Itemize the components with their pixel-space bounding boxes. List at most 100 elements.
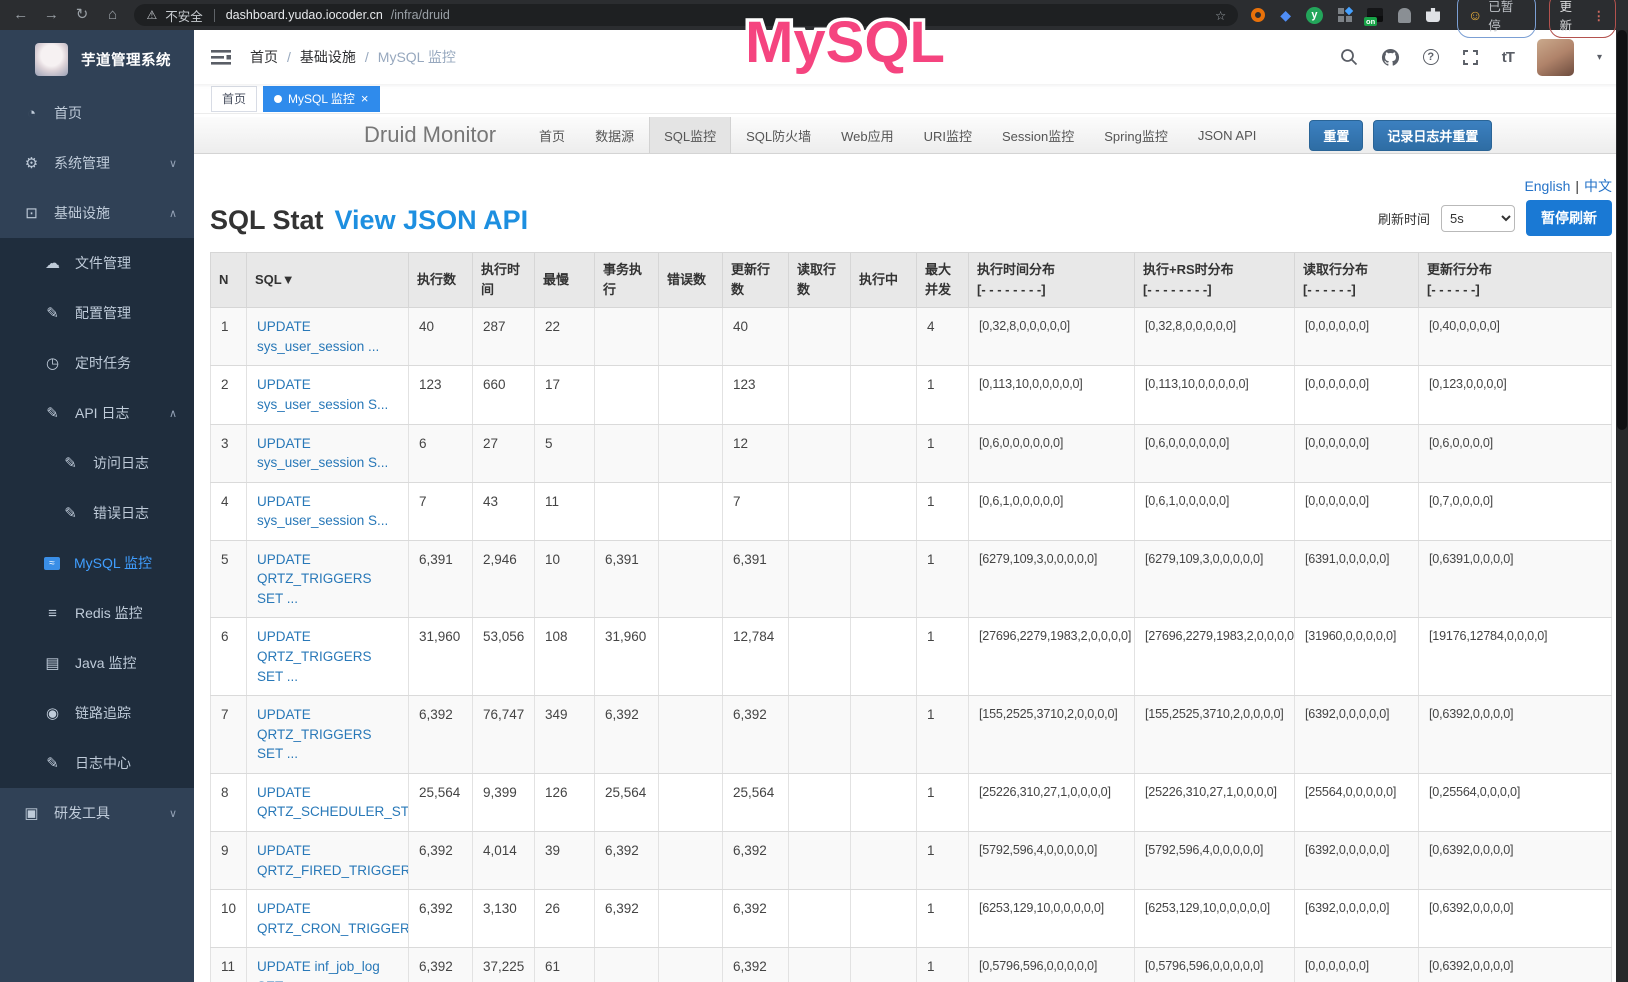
sidebar-item-错误日志[interactable]: ✎ 错误日志 (0, 488, 194, 538)
browser-reload-icon[interactable] (73, 0, 91, 30)
sidebar-item-研发工具[interactable]: ▣ 研发工具 ∨ (0, 788, 194, 838)
fullscreen-icon[interactable] (1462, 49, 1479, 66)
tab-首页[interactable]: 首页 (211, 85, 258, 112)
sql-link[interactable]: UPDATE sys_user_session S... (257, 377, 389, 412)
cell-fetch-row-histogram: [0,0,0,0,0,0] (1294, 423, 1419, 483)
druid-nav-SQL防火墙[interactable]: SQL防火墙 (746, 128, 812, 144)
sql-link[interactable]: UPDATE inf_job_log SET e... (257, 959, 380, 982)
lang-english-link[interactable]: English (1524, 178, 1571, 194)
breadcrumb-separator: / (364, 49, 369, 65)
help-icon[interactable] (1422, 49, 1439, 65)
cell-fetch-rows (788, 423, 851, 483)
reset-button[interactable]: 重置 (1309, 119, 1364, 151)
browser-back-icon[interactable] (12, 0, 30, 30)
font-size-icon[interactable] (1502, 49, 1514, 66)
column-header-读取行分布: 读取行分布 [- - - - - -] (1294, 251, 1419, 309)
view-json-api-link[interactable]: View JSON API (334, 205, 529, 235)
extension-list-icon[interactable]: on (1363, 8, 1383, 26)
browser-menu-icon[interactable] (1593, 8, 1606, 23)
cell-error-count (658, 695, 723, 774)
cell-fetch-rows (788, 481, 851, 541)
cell-exec-rs-histogram: [25226,310,27,1,0,0,0,0] (1134, 772, 1295, 832)
druid-navbar: Druid Monitor 首页 数据源 SQL监控 SQL防火墙 Web应用 URI监控… (194, 117, 1628, 154)
sidebar-item-文件管理[interactable]: ☁ 文件管理 (0, 238, 194, 288)
sql-link[interactable]: UPDATE QRTZ_TRIGGERS SET ... (257, 551, 372, 606)
bookmark-star-icon[interactable] (1215, 8, 1226, 23)
column-header-执行中: 执行中 (850, 251, 917, 309)
scrollbar-thumb[interactable] (1617, 30, 1627, 430)
browser-update-button[interactable]: 更新 (1548, 0, 1617, 38)
druid-nav-Web应用[interactable]: Web应用 (841, 128, 894, 144)
druid-nav-Spring监控[interactable]: Spring监控 (1104, 128, 1168, 144)
cell-slowest: 126 (534, 772, 595, 832)
tab-MySQL 监控[interactable]: MySQL 监控 × (263, 85, 380, 112)
lang-chinese-link[interactable]: 中文 (1584, 178, 1612, 194)
sidebar-item-Redis 监控[interactable]: ≡ Redis 监控 (0, 588, 194, 638)
druid-nav-SQL监控[interactable]: SQL监控 (649, 117, 732, 153)
sql-link[interactable]: UPDATE QRTZ_TRIGGERS SET ... (257, 629, 372, 684)
log-and-reset-button[interactable]: 记录日志并重置 (1373, 119, 1493, 151)
sidebar-item-MySQL 监控[interactable]: ≈ MySQL 监控 (0, 538, 194, 588)
druid-nav-首页[interactable]: 首页 (539, 128, 566, 144)
extension-ring-icon[interactable] (1251, 8, 1266, 22)
hamburger-icon[interactable] (211, 49, 231, 66)
sql-link[interactable]: UPDATE QRTZ_TRIGGERS SET ... (257, 707, 372, 762)
druid-nav-Session监控[interactable]: Session监控 (1002, 128, 1075, 144)
tab-close-icon[interactable]: × (360, 91, 369, 106)
profile-paused-chip[interactable]: 已暂停 (1456, 0, 1536, 38)
address-bar[interactable]: 不安全 dashboard.yudao.iocoder.cn/infra/dru… (134, 4, 1239, 26)
column-header-SQL[interactable]: SQL▼ (246, 251, 409, 309)
cell-update-row-histogram: [0,123,0,0,0,0] (1418, 365, 1612, 425)
breadcrumb-item[interactable]: 首页 (250, 49, 278, 65)
cell-update-rows: 6,392 (722, 889, 789, 949)
sidebar-logo[interactable]: 芋道管理系统 (0, 30, 194, 88)
cell-error-count (658, 772, 723, 832)
user-avatar[interactable] (1536, 38, 1574, 76)
cell-fetch-rows (788, 772, 851, 832)
sidebar-item-Java 监控[interactable]: ▤ Java 监控 (0, 638, 194, 688)
extensions-puzzle-icon[interactable] (1425, 8, 1440, 22)
search-icon[interactable] (1340, 48, 1358, 66)
cell-fetch-row-histogram: [6391,0,0,0,0,0] (1294, 539, 1419, 619)
druid-nav-items: 首页 数据源 SQL监控 SQL防火墙 Web应用 URI监控 Session监控 Sprin… (524, 117, 1271, 153)
extension-y-icon[interactable] (1305, 6, 1323, 24)
sidebar-item-基础设施[interactable]: ⊡ 基础设施 ∧ (0, 188, 194, 238)
sidebar-item-系统管理[interactable]: ⚙ 系统管理 ∨ (0, 138, 194, 188)
cell-error-count (658, 539, 723, 619)
chevron-down-icon: ∨ (168, 807, 177, 820)
sidebar-item-配置管理[interactable]: ✎ 配置管理 (0, 288, 194, 338)
profile-avatar-icon (1468, 7, 1482, 23)
cell-exec-count: 6,392 (408, 830, 473, 891)
sql-link[interactable]: UPDATE QRTZ_SCHEDULER_STA... (257, 784, 409, 820)
cell-exec-time-histogram: [0,113,10,0,0,0,0,0] (968, 365, 1135, 425)
browser-forward-icon[interactable] (43, 0, 61, 30)
extension-blocks-icon[interactable] (1337, 6, 1354, 22)
sql-link[interactable]: UPDATE sys_user_session S... (257, 435, 389, 471)
druid-nav-URI监控[interactable]: URI监控 (923, 128, 972, 144)
pause-refresh-button[interactable]: 暂停刷新 (1526, 200, 1612, 236)
sql-link[interactable]: UPDATE QRTZ_CRON_TRIGGERS... (257, 901, 408, 936)
app-shell: 芋道管理系统 ◔ 首页 ⚙ 系统管理 ∨ ⊡ 基础设施 ∧ ☁ 文件管理 ✎ 配置管理 ◷ 定时任务 ✎ AP… (0, 30, 1628, 982)
sidebar-item-API 日志[interactable]: ✎ API 日志 ∧ (0, 388, 194, 438)
druid-nav-JSON API[interactable]: JSON API (1197, 127, 1257, 143)
druid-content: English | 中文 SQL Stat View JSON API 刷新时间 5… (194, 154, 1628, 982)
druid-nav-数据源[interactable]: 数据源 (595, 128, 635, 144)
sidebar-item-首页[interactable]: ◔ 首页 (0, 88, 194, 138)
extension-gem-icon[interactable] (1280, 7, 1291, 24)
breadcrumb-item[interactable]: 基础设施 (299, 49, 356, 65)
page-scrollbar[interactable] (1616, 30, 1628, 982)
sidebar-item-日志中心[interactable]: ✎ 日志中心 (0, 738, 194, 788)
sidebar-item-访问日志[interactable]: ✎ 访问日志 (0, 438, 194, 488)
sql-link[interactable]: UPDATE sys_user_session ... (257, 319, 380, 354)
cell-tx-exec (594, 307, 659, 367)
sql-link[interactable]: UPDATE sys_user_session S... (257, 493, 389, 529)
github-icon[interactable] (1381, 48, 1400, 67)
sql-link[interactable]: UPDATE QRTZ_FIRED_TRIGGER... (257, 842, 409, 878)
extension-gray-icon[interactable] (1397, 7, 1411, 23)
sidebar-item-定时任务[interactable]: ◷ 定时任务 (0, 338, 194, 388)
browser-home-icon[interactable] (104, 0, 122, 30)
refresh-interval-select[interactable]: 5s (1441, 204, 1515, 232)
sidebar-item-链路追踪[interactable]: ◉ 链路追踪 (0, 688, 194, 738)
title-row: SQL Stat View JSON API 刷新时间 5s 暂停刷新 (210, 200, 1612, 236)
avatar-caret-icon[interactable] (1597, 52, 1602, 63)
